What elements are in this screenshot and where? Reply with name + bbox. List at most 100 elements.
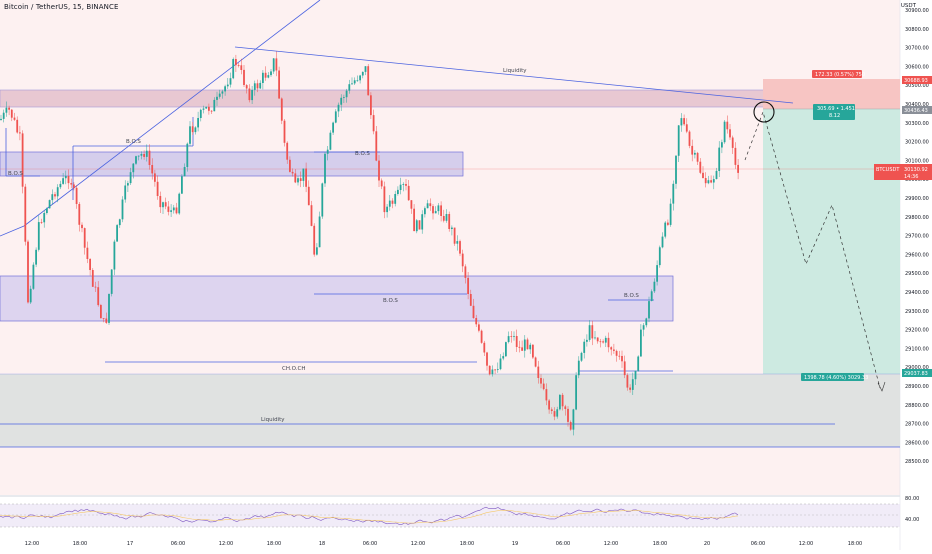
candle-body	[248, 88, 251, 101]
candle-body	[650, 291, 653, 301]
candle-body	[372, 115, 375, 132]
price-tick-label: 29300.00	[905, 309, 929, 315]
liquidity-bottom-label: Liquidity	[261, 417, 285, 423]
candle-body	[461, 253, 464, 267]
candle-body	[116, 225, 118, 242]
candle-body	[734, 147, 737, 165]
candle-body	[262, 72, 264, 83]
candle-body	[664, 222, 667, 237]
structure-lines	[0, 0, 900, 448]
price-tick-label: 29100.00	[905, 346, 929, 352]
candle-body	[105, 318, 108, 323]
candle-body	[59, 183, 62, 188]
candle-body	[167, 206, 170, 212]
candle-body	[556, 409, 559, 417]
candle-body	[688, 131, 691, 146]
candle-body	[429, 203, 432, 207]
candle-body	[626, 375, 629, 388]
candle-body	[32, 264, 35, 289]
position-profit-area[interactable]	[763, 109, 900, 374]
candle-body	[100, 305, 102, 319]
candle-body	[24, 186, 27, 242]
candle-body	[83, 228, 86, 248]
candle-body	[151, 165, 154, 174]
bos-label-3: B.O.S	[355, 151, 370, 157]
candle-body	[388, 200, 391, 207]
candle-body	[658, 247, 661, 266]
candle-body	[480, 330, 483, 343]
candle-body	[737, 164, 739, 173]
candle-body	[175, 207, 178, 214]
price-tick-label: 29400.00	[905, 290, 929, 296]
candle-body	[380, 180, 383, 187]
candle-body	[132, 163, 135, 173]
price-tick-label: 29900.00	[905, 196, 929, 202]
time-tick-label: 20	[704, 541, 710, 547]
projection-path	[744, 110, 881, 389]
candle-body	[191, 126, 194, 133]
candle-body	[164, 202, 167, 207]
price-tick-label: 29500.00	[905, 271, 929, 277]
candle-body	[316, 247, 318, 255]
candle-body	[291, 171, 294, 174]
risk-label: 172.33 (0.57%) 750	[815, 72, 865, 78]
candle-body	[353, 80, 356, 84]
candle-body	[378, 160, 380, 181]
candle-body	[631, 379, 634, 390]
candle-body	[221, 91, 224, 94]
time-tick-label: 12:00	[219, 541, 233, 547]
price-tick-label: 28800.00	[905, 403, 929, 409]
candle-body	[437, 205, 440, 212]
candle-body	[467, 277, 469, 294]
candle-body	[394, 194, 397, 204]
candle-body	[696, 152, 699, 162]
candle-body	[286, 142, 289, 160]
candle-body	[375, 131, 378, 161]
time-tick-label: 12:00	[411, 541, 425, 547]
candle-body	[289, 159, 291, 172]
price-tick-label: 30000.00	[905, 177, 929, 183]
candle-body	[610, 347, 613, 350]
candle-body	[245, 85, 248, 89]
candle-body	[596, 337, 599, 342]
countdown-label: 14:36	[904, 174, 918, 180]
price-tick-label: 30900.00	[905, 8, 929, 14]
candle-body	[564, 406, 567, 409]
candle-body	[313, 225, 316, 255]
candle-body	[334, 111, 337, 123]
bos-label-5: B.O.S	[624, 293, 639, 299]
candle-body	[237, 65, 240, 66]
candle-body	[424, 208, 426, 215]
price-tick-label: 30500.00	[905, 83, 929, 89]
candle-body	[208, 106, 210, 111]
candle-body	[391, 200, 394, 204]
candle-body	[264, 72, 267, 78]
candle-body	[226, 84, 229, 87]
candle-body	[259, 82, 262, 89]
time-tick-label: 12:00	[799, 541, 813, 547]
rsi-tick-40: 40.00	[905, 517, 919, 523]
candle-body	[715, 170, 718, 179]
candle-body	[113, 241, 116, 270]
price-axis-background	[900, 0, 932, 550]
candle-body	[224, 86, 226, 92]
candle-body	[189, 126, 191, 144]
price-axis[interactable]: 30900.00 30800.00 30700.00 30600.00 30500.00…	[905, 8, 929, 465]
candle-body	[445, 214, 448, 221]
candle-body	[318, 216, 321, 248]
candle-body	[283, 120, 286, 143]
candle-body	[62, 178, 64, 184]
candle-body	[156, 181, 159, 196]
candle-body	[143, 154, 145, 157]
candle-body	[640, 329, 642, 357]
candle-body	[532, 344, 534, 358]
candle-body	[89, 259, 91, 270]
price-tick-label: 28700.00	[905, 422, 929, 428]
candle-body	[294, 173, 297, 183]
candle-body	[656, 265, 658, 282]
time-axis[interactable]: 12:00 18:00 17 06:00 12:00 18:00 18 06:00 12:00 1…	[25, 541, 862, 547]
candle-body	[275, 58, 278, 71]
candle-body	[505, 342, 507, 357]
